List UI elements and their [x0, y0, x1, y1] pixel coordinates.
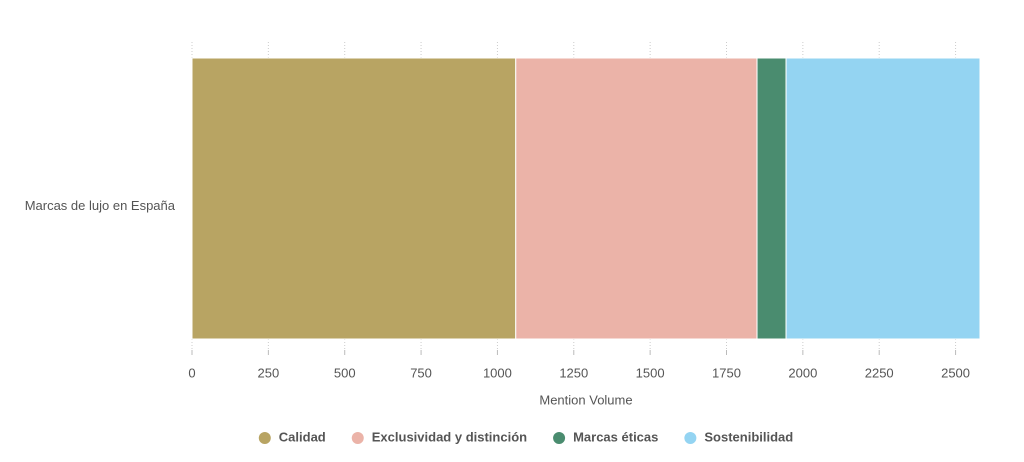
- x-tick-label: 0: [188, 365, 195, 380]
- bar-segment: [756, 57, 787, 340]
- x-axis-title: Mention Volume: [539, 392, 632, 407]
- legend-marker: [553, 432, 566, 444]
- legend-label: Calidad: [279, 429, 326, 444]
- x-tick-label: 2250: [865, 365, 894, 380]
- x-tick-label: 1750: [712, 365, 741, 380]
- x-tick-label: 1250: [559, 365, 588, 380]
- legend-label: Exclusividad y distinción: [372, 429, 527, 444]
- x-tick-label: 1000: [483, 365, 512, 380]
- bar-segment: [785, 57, 981, 340]
- x-tick-label: 250: [258, 365, 280, 380]
- legend: Calidad Exclusividad y distinción Marcas é…: [258, 429, 793, 444]
- legend-label: Sostenibilidad: [704, 429, 793, 444]
- legend-marker: [351, 432, 364, 444]
- bar-segment: [515, 57, 758, 340]
- y-tick-label: Marcas de lujo en España: [25, 198, 176, 213]
- x-tick-label: 2000: [788, 365, 817, 380]
- legend-marker: [258, 432, 271, 444]
- bar-segment: [191, 57, 517, 340]
- x-tick-label: 750: [410, 365, 432, 380]
- legend-label: Marcas éticas: [573, 429, 658, 444]
- x-tick-label: 500: [334, 365, 356, 380]
- x-tick-label: 1500: [636, 365, 665, 380]
- legend-marker: [684, 432, 697, 444]
- x-tick-label: 2500: [941, 365, 970, 380]
